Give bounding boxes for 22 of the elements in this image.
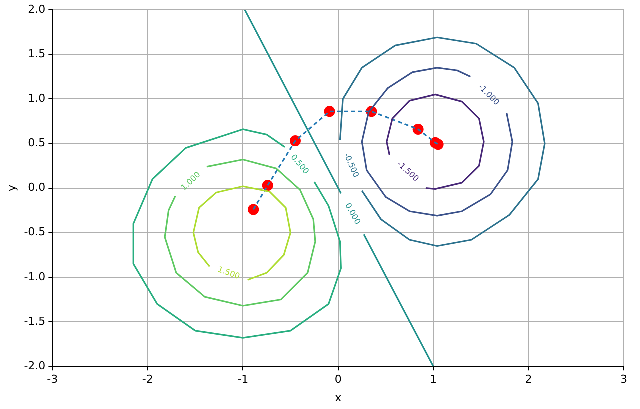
x-tick-label: 1 (430, 373, 438, 386)
x-tick-label: 0 (334, 373, 342, 386)
y-tick-label: -0.5 (24, 226, 46, 239)
x-tick-label: 2 (525, 373, 532, 386)
y-tick-label: 0.5 (28, 136, 46, 150)
y-tick-label: 1.5 (28, 47, 46, 60)
point (248, 204, 260, 216)
x-tick-label: -1 (238, 373, 249, 386)
x-tick-label: 3 (620, 373, 628, 386)
y-tick-label: -1.5 (24, 314, 46, 328)
x-tick-label: -2 (142, 373, 154, 386)
point (432, 139, 444, 150)
text: 1.500 (216, 265, 242, 282)
y-axis-title: y (5, 184, 18, 192)
y-tick-label: 1.0 (28, 92, 46, 106)
text: -0.500 (342, 152, 361, 180)
y-tick-label: -2.0 (24, 359, 46, 372)
x-tick-label: -3 (47, 373, 58, 386)
x-axis-title: x (335, 391, 342, 404)
y-tick-label: 2.0 (28, 2, 46, 16)
y-tick-label: -1.0 (24, 270, 46, 284)
y-tick-label: 0.0 (28, 181, 46, 194)
